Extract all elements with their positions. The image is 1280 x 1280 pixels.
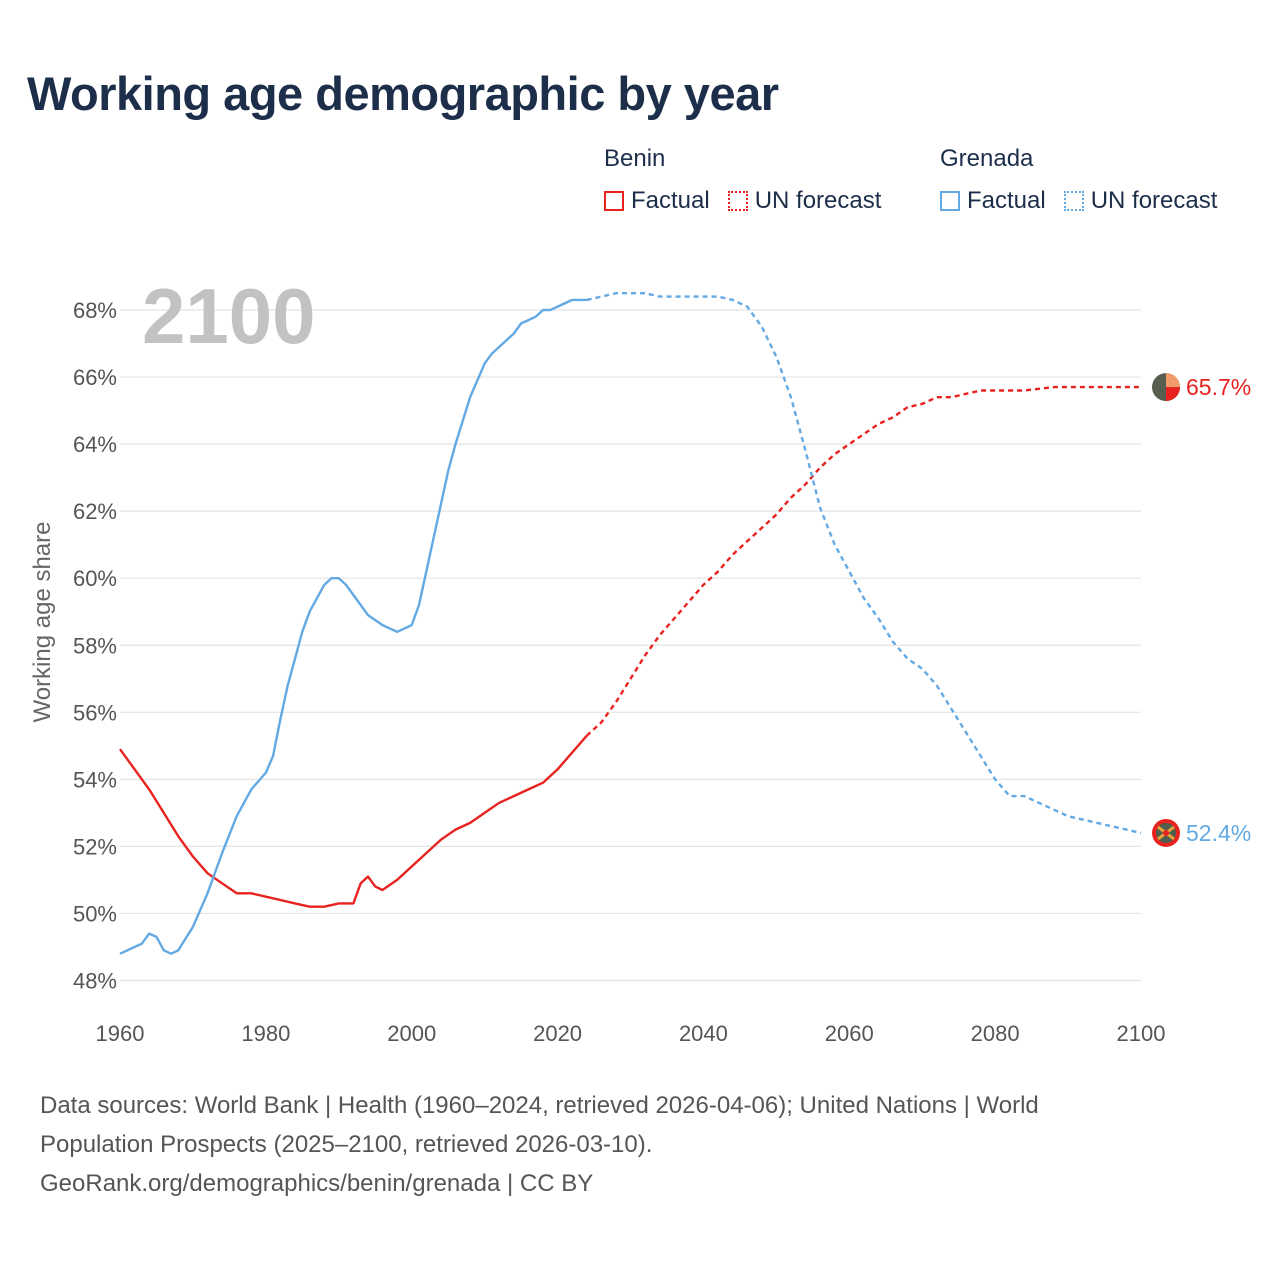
y-tick-label-56: 56%	[73, 700, 117, 725]
axis-ticks: 48% 50% 52% 54% 56% 58% 60% 62% 64% 66% 68% 1960 198…	[73, 298, 1166, 1046]
legend-swatch-grenada-factual	[940, 191, 960, 211]
series	[119, 292, 1142, 955]
legend-swatch-benin-forecast	[727, 191, 748, 211]
x-tick-label-2020: 2020	[533, 1021, 582, 1046]
y-tick-label-50: 50%	[73, 901, 117, 926]
x-tick-label-2060: 2060	[825, 1021, 874, 1046]
legend-country-grenada: Grenada	[940, 145, 1034, 172]
grid	[120, 309, 1141, 982]
end-label-grenada: 52.4%	[1186, 820, 1251, 846]
y-tick-label-54: 54%	[73, 767, 117, 792]
legend-item-benin-factual[interactable]: Factual	[604, 187, 710, 215]
year-watermark: 2100	[142, 272, 316, 360]
y-tick-label-62: 62%	[73, 499, 117, 524]
series-benin-forecast-line	[585, 385, 1141, 737]
legend-swatch-grenada-forecast	[1063, 191, 1084, 211]
y-tick-label-68: 68%	[73, 298, 117, 323]
legend-item-grenada-factual[interactable]: Factual	[940, 187, 1046, 215]
x-tick-label-2100: 2100	[1117, 1021, 1166, 1046]
flag-benin-lower	[1166, 387, 1180, 402]
y-tick-label-52: 52%	[73, 834, 117, 859]
chart-title: Working age demographic by year	[27, 67, 779, 120]
legend-swatch-benin-factual	[604, 191, 624, 211]
end-markers: 65.7% 52.4%	[1152, 373, 1251, 847]
series-benin-factual-line	[119, 735, 588, 908]
flag-benin-upper	[1166, 373, 1181, 388]
footer-source-line-2: Population Prospects (2025–2100, retriev…	[40, 1131, 653, 1158]
legend-group-benin: Benin Factual UN forecast	[604, 145, 881, 215]
y-axis-title: Working age share	[29, 522, 56, 723]
x-tick-label-2080: 2080	[971, 1021, 1020, 1046]
end-label-benin: 65.7%	[1186, 374, 1251, 400]
series-grenada-factual-line	[119, 298, 587, 955]
footer: Data sources: World Bank | Health (1960–…	[40, 1086, 1240, 1203]
footer-source-line-1: Data sources: World Bank | Health (1960–…	[40, 1092, 1039, 1119]
x-tick-label-2040: 2040	[679, 1021, 728, 1046]
legend-item-benin-forecast[interactable]: UN forecast	[727, 187, 882, 215]
y-tick-label-58: 58%	[73, 633, 117, 658]
legend-item-grenada-forecast[interactable]: UN forecast	[1063, 187, 1218, 215]
legend-label-grenada-forecast: UN forecast	[1090, 187, 1218, 214]
flag-grenada-center	[1163, 829, 1169, 836]
line-chart: 2100 48% 50% 52% 54% 56% 58% 60% 62% 64% 66% 68% 19…	[29, 272, 1251, 1046]
y-tick-label-60: 60%	[73, 566, 117, 591]
x-tick-label-2000: 2000	[387, 1021, 436, 1046]
y-tick-label-64: 64%	[73, 432, 117, 457]
flag-marker-grenada	[1152, 818, 1180, 847]
flag-marker-benin	[1152, 373, 1181, 402]
series-grenada-forecast-line	[586, 292, 1142, 835]
x-tick-label-1980: 1980	[241, 1021, 290, 1046]
legend-group-grenada: Grenada Factual UN forecast	[940, 145, 1217, 215]
y-tick-label-48: 48%	[73, 969, 117, 994]
footer-attribution[interactable]: GeoRank.org/demographics/benin/grenada |…	[40, 1170, 594, 1197]
y-tick-label-66: 66%	[73, 365, 117, 390]
legend-label-grenada-factual: Factual	[967, 187, 1046, 214]
legend-country-benin: Benin	[604, 145, 666, 172]
x-tick-label-1960: 1960	[96, 1021, 145, 1046]
legend-label-benin-forecast: UN forecast	[754, 187, 882, 214]
legend-label-benin-factual: Factual	[631, 187, 710, 214]
